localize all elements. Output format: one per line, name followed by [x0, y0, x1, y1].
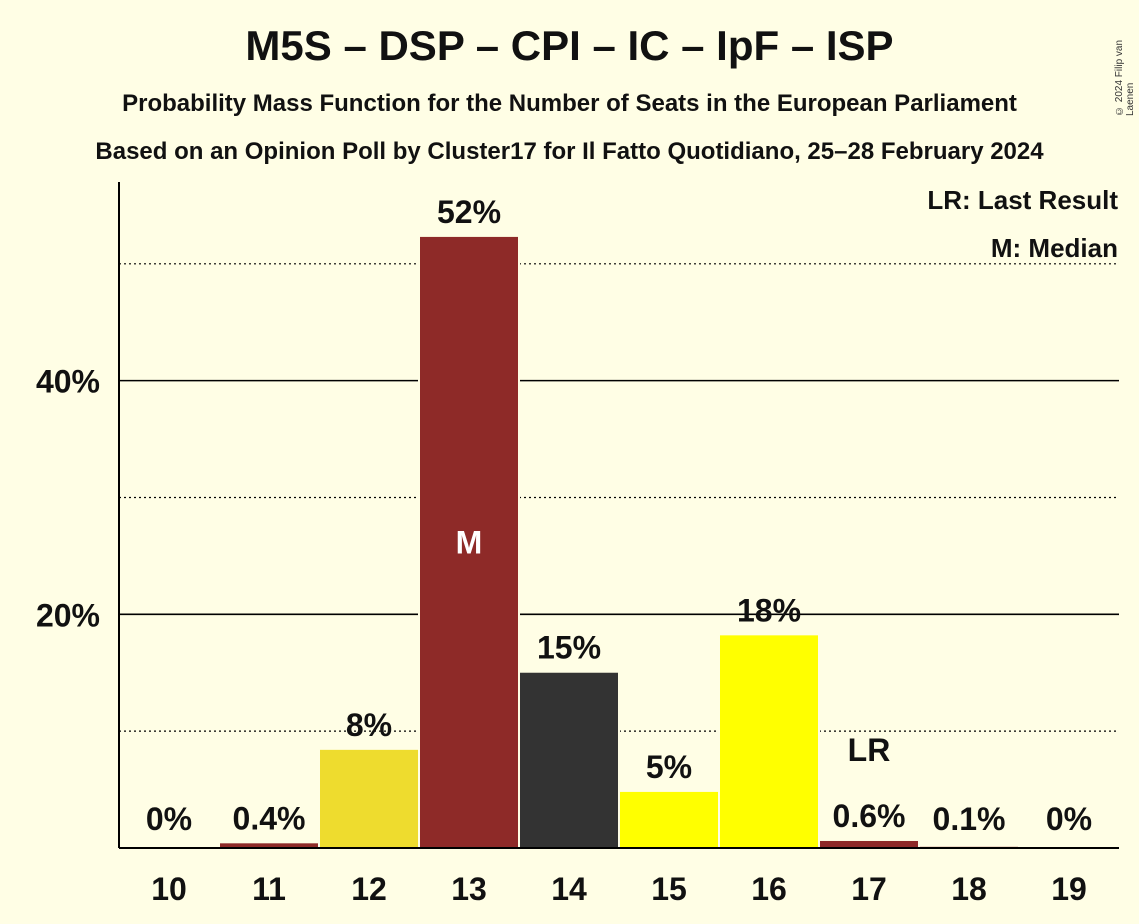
gridlines — [119, 263, 1119, 732]
bar-16 — [720, 635, 818, 848]
bar-12 — [320, 749, 418, 848]
value-label-16: 18% — [737, 592, 801, 628]
x-tick-15: 15 — [651, 871, 687, 907]
value-label-15: 5% — [646, 749, 692, 785]
value-label-19: 0% — [1046, 801, 1092, 837]
x-tick-14: 14 — [551, 871, 587, 907]
x-tick-labels: 10 11 12 13 14 15 16 17 18 19 — [151, 871, 1087, 907]
legend-median: M: Median — [991, 233, 1118, 263]
bars — [218, 236, 1020, 849]
x-tick-19: 19 — [1051, 871, 1087, 907]
y-tick-label: 40% — [36, 364, 100, 400]
value-label-10: 0% — [146, 801, 192, 837]
value-label-12: 8% — [346, 707, 392, 743]
x-tick-11: 11 — [252, 871, 286, 907]
bar-14 — [520, 672, 618, 848]
bar-17 — [820, 840, 918, 848]
bar-15 — [620, 791, 718, 848]
bar-13 — [420, 236, 518, 849]
y-tick-label: 20% — [36, 597, 100, 633]
y-tick-labels: 20% 40% — [36, 364, 100, 634]
x-tick-12: 12 — [351, 871, 387, 907]
x-tick-18: 18 — [951, 871, 987, 907]
x-tick-10: 10 — [151, 871, 187, 907]
value-label-11: 0.4% — [233, 800, 306, 836]
chart-source-line: Based on an Opinion Poll by Cluster17 fo… — [95, 138, 1044, 165]
legend-last-result: LR: Last Result — [927, 185, 1118, 215]
chart-title: M5S – DSP – CPI – IC – IpF – ISP — [245, 22, 894, 69]
value-label-18: 0.1% — [933, 801, 1006, 837]
value-label-13: 52% — [437, 194, 501, 230]
x-tick-17: 17 — [851, 871, 887, 907]
chart-subtitle: Probability Mass Function for the Number… — [122, 90, 1017, 117]
x-tick-16: 16 — [751, 871, 787, 907]
value-label-14: 15% — [537, 630, 601, 666]
bar-11 — [220, 843, 318, 848]
x-tick-13: 13 — [451, 871, 487, 907]
median-marker: M — [456, 524, 483, 560]
last-result-marker: LR — [848, 732, 891, 768]
value-label-17: 0.6% — [833, 798, 906, 834]
value-labels: 0% 0.4% 8% 52% M 15% 5% 18% LR 0.6% 0.1% 0% — [146, 194, 1092, 837]
